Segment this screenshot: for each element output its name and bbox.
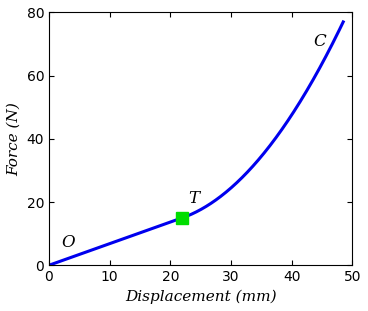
X-axis label: Displacement (mm): Displacement (mm) bbox=[125, 290, 276, 304]
Text: C: C bbox=[313, 33, 326, 50]
Y-axis label: Force (N): Force (N) bbox=[7, 102, 21, 176]
Text: O: O bbox=[61, 234, 75, 251]
Text: T: T bbox=[188, 190, 199, 207]
